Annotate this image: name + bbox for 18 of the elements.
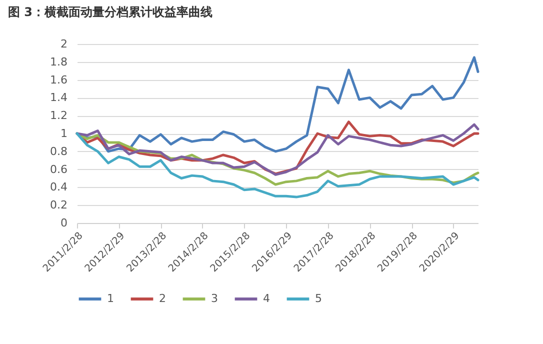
- legend-label: 1: [107, 292, 114, 305]
- y-tick-label: 2: [60, 38, 68, 50]
- y-tick-label: 0: [60, 216, 68, 230]
- legend-label: 5: [315, 292, 322, 305]
- y-tick-label: 1.4: [50, 91, 68, 104]
- y-tick-label: 0.2: [50, 198, 68, 212]
- line-series: [76, 132, 480, 198]
- y-tick-label: 1: [60, 127, 68, 140]
- y-tick-label: 0.6: [50, 162, 68, 176]
- legend-label: 3: [211, 292, 218, 305]
- y-tick-label: 0.8: [50, 144, 68, 158]
- y-tick-label: 1.2: [50, 109, 68, 122]
- y-tick-label: 1.6: [50, 73, 68, 86]
- y-tick-label: 0.4: [50, 180, 68, 194]
- legend-label: 2: [159, 292, 166, 305]
- legend-label: 4: [263, 292, 270, 305]
- y-tick-label: 1.8: [50, 55, 68, 68]
- chart-title: 图 3：横截面动量分档累计收益率曲线: [8, 4, 213, 21]
